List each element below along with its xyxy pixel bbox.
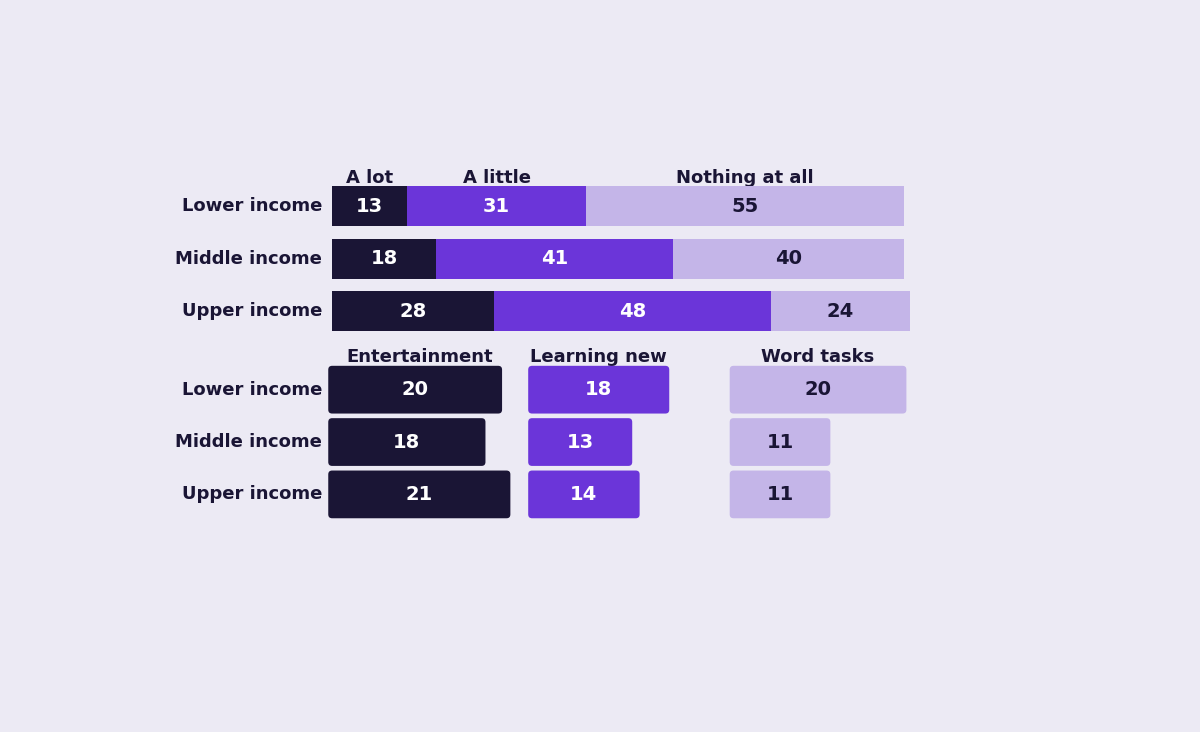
FancyBboxPatch shape: [332, 291, 493, 331]
FancyBboxPatch shape: [329, 471, 510, 518]
Text: A lot: A lot: [346, 169, 394, 187]
FancyBboxPatch shape: [586, 187, 904, 226]
FancyBboxPatch shape: [673, 239, 904, 279]
FancyBboxPatch shape: [528, 471, 640, 518]
Text: 13: 13: [356, 197, 383, 216]
FancyBboxPatch shape: [332, 239, 436, 279]
Text: Middle income: Middle income: [175, 250, 322, 268]
FancyBboxPatch shape: [329, 366, 502, 414]
Text: Lower income: Lower income: [181, 198, 322, 215]
Text: 40: 40: [775, 250, 802, 269]
Text: 28: 28: [400, 302, 426, 321]
FancyBboxPatch shape: [730, 471, 830, 518]
Text: 11: 11: [767, 433, 793, 452]
Text: 31: 31: [484, 197, 510, 216]
Text: Word tasks: Word tasks: [762, 348, 875, 366]
Text: Entertainment: Entertainment: [346, 348, 493, 366]
FancyBboxPatch shape: [407, 187, 586, 226]
Text: A little: A little: [463, 169, 530, 187]
FancyBboxPatch shape: [329, 418, 486, 466]
FancyBboxPatch shape: [770, 291, 910, 331]
FancyBboxPatch shape: [436, 239, 673, 279]
Text: 18: 18: [586, 380, 612, 399]
Text: Middle income: Middle income: [175, 433, 322, 451]
Text: 20: 20: [402, 380, 428, 399]
Text: Lower income: Lower income: [181, 381, 322, 399]
Text: 21: 21: [406, 485, 433, 504]
Text: 48: 48: [619, 302, 646, 321]
Text: 14: 14: [570, 485, 598, 504]
FancyBboxPatch shape: [528, 366, 670, 414]
Text: 20: 20: [804, 380, 832, 399]
FancyBboxPatch shape: [730, 366, 906, 414]
FancyBboxPatch shape: [528, 418, 632, 466]
Text: 18: 18: [394, 433, 420, 452]
Text: Upper income: Upper income: [181, 302, 322, 320]
Text: Nothing at all: Nothing at all: [676, 169, 814, 187]
Text: 55: 55: [731, 197, 758, 216]
FancyBboxPatch shape: [493, 291, 770, 331]
Text: 13: 13: [566, 433, 594, 452]
Text: 24: 24: [827, 302, 854, 321]
Text: 11: 11: [767, 485, 793, 504]
Text: Learning new: Learning new: [530, 348, 667, 366]
FancyBboxPatch shape: [332, 187, 407, 226]
FancyBboxPatch shape: [730, 418, 830, 466]
Text: Upper income: Upper income: [181, 485, 322, 504]
Text: 18: 18: [371, 250, 397, 269]
Text: 41: 41: [541, 250, 568, 269]
